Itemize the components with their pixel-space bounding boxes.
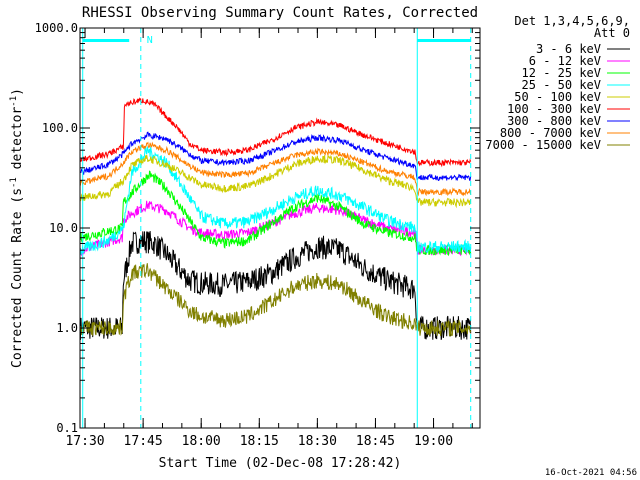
y-axis: 1000.0 100.0 10.0 1.0 0.1 (35, 21, 480, 435)
y-axis-label-exp1: -1 (9, 177, 19, 188)
series-layer (79, 97, 472, 341)
y-tick-label-3: 1.0 (56, 321, 78, 335)
x-tick-label-0: 17:30 (65, 434, 104, 449)
x-tick-label-5: 18:45 (356, 434, 395, 449)
chart-title: RHESSI Observing Summary Count Rates, Co… (82, 5, 478, 21)
x-tick-label-2: 18:00 (182, 434, 221, 449)
y-axis-label-end: ) (10, 88, 25, 96)
y-tick-label-2: 10.0 (49, 221, 78, 235)
series-line-4 (79, 154, 472, 209)
series-line-0 (79, 230, 472, 341)
x-tick-label-4: 18:30 (298, 434, 337, 449)
y-axis-label-exp2: -1 (9, 96, 19, 107)
legend-label-3: 25 - 50 keV (522, 78, 601, 92)
night-marker: N (147, 35, 153, 46)
legend-label-8: 7000 - 15000 keV (485, 138, 601, 152)
legend-label-4: 50 - 100 keV (514, 90, 601, 104)
series-line-7 (79, 141, 472, 197)
x-tick-label-1: 17:45 (124, 434, 163, 449)
y-tick-label-4: 0.1 (56, 421, 78, 435)
legend-label-6: 300 - 800 keV (507, 114, 601, 128)
plot-frame (79, 27, 481, 429)
legend-label-2: 12 - 25 keV (522, 66, 601, 80)
y-axis-label-mid: detector (10, 107, 25, 178)
x-axis-label: Start Time (02-Dec-08 17:28:42) (159, 456, 402, 471)
legend-label-0: 3 - 6 keV (536, 42, 601, 56)
y-axis-label-main: Corrected Count Rate (s (10, 188, 25, 368)
y-tick-label-1: 100.0 (42, 121, 78, 135)
legend-header-2: Att 0 (594, 26, 630, 40)
series-line-2 (79, 170, 472, 257)
night-bar-1 (417, 39, 471, 42)
timestamp: 16-Oct-2021 04:56 (545, 468, 637, 478)
y-tick-label-0: 1000.0 (35, 21, 78, 35)
marker-layer: N (82, 28, 472, 428)
x-tick-label-6: 19:00 (414, 434, 453, 449)
x-axis: 17:30 17:45 18:00 18:15 18:30 18:45 19:00 (65, 28, 473, 449)
series-line-5 (79, 97, 472, 168)
legend-label-7: 800 - 7000 keV (500, 126, 601, 140)
y-axis-label: Corrected Count Rate (s-1 detector-1) (9, 88, 25, 368)
series-line-6 (80, 131, 472, 182)
legend-header-1: Det 1,3,4,5,6,9, (514, 14, 630, 28)
night-bar-0 (82, 39, 130, 42)
series-line-8 (80, 263, 472, 337)
x-tick-label-3: 18:15 (240, 434, 279, 449)
legend-label-1: 6 - 12 keV (529, 54, 601, 68)
legend-label-5: 100 - 300 keV (507, 102, 601, 116)
